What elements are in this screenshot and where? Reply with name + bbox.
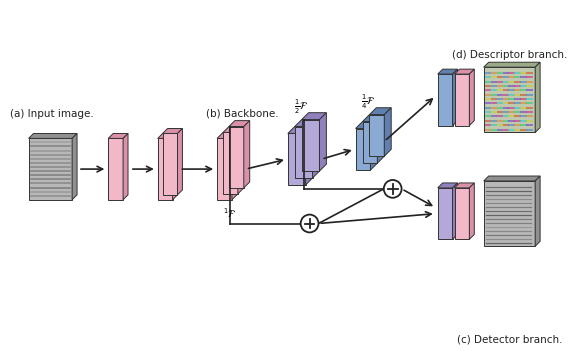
Polygon shape — [377, 115, 385, 163]
Polygon shape — [108, 133, 128, 138]
Polygon shape — [232, 132, 238, 200]
Bar — [295, 126, 313, 178]
Circle shape — [300, 215, 319, 233]
Polygon shape — [302, 113, 326, 120]
Bar — [217, 138, 232, 200]
Polygon shape — [306, 126, 313, 185]
Text: $\frac{1}{2}\mathcal{F}$: $\frac{1}{2}\mathcal{F}$ — [295, 97, 309, 116]
Polygon shape — [229, 121, 250, 126]
Polygon shape — [223, 126, 244, 132]
Polygon shape — [72, 133, 77, 200]
Text: $^1\mathcal{F}$: $^1\mathcal{F}$ — [223, 207, 236, 221]
Bar — [29, 138, 72, 200]
Polygon shape — [123, 133, 128, 200]
Text: (b) Backbone.: (b) Backbone. — [206, 109, 279, 119]
Bar — [369, 115, 385, 156]
Polygon shape — [437, 69, 457, 74]
Bar — [108, 138, 123, 200]
Bar — [455, 188, 469, 239]
Polygon shape — [535, 62, 540, 132]
Bar — [158, 138, 172, 200]
Text: (d) Descriptor branch.: (d) Descriptor branch. — [452, 50, 567, 60]
Text: $\frac{1}{4}\mathcal{F}$: $\frac{1}{4}\mathcal{F}$ — [360, 92, 375, 111]
Polygon shape — [319, 113, 326, 171]
Bar — [229, 126, 244, 188]
Polygon shape — [370, 121, 377, 170]
Polygon shape — [238, 126, 244, 194]
Bar — [223, 132, 238, 194]
Polygon shape — [453, 183, 457, 239]
Polygon shape — [484, 176, 540, 181]
Bar — [302, 120, 319, 171]
Polygon shape — [437, 183, 457, 188]
Circle shape — [384, 180, 402, 198]
Bar — [437, 74, 453, 126]
Polygon shape — [455, 69, 475, 74]
Polygon shape — [453, 69, 457, 126]
Polygon shape — [313, 120, 319, 178]
Polygon shape — [172, 133, 178, 200]
Bar — [484, 181, 535, 246]
Bar — [484, 67, 535, 132]
Bar — [356, 129, 370, 170]
Text: (a) Input image.: (a) Input image. — [11, 109, 94, 119]
Polygon shape — [217, 132, 238, 138]
Bar — [288, 133, 306, 185]
Polygon shape — [163, 129, 182, 133]
Polygon shape — [363, 115, 385, 121]
Polygon shape — [385, 108, 391, 156]
Polygon shape — [356, 121, 377, 129]
Polygon shape — [455, 183, 475, 188]
Polygon shape — [369, 108, 391, 115]
Bar — [437, 188, 453, 239]
Bar — [363, 121, 377, 163]
Polygon shape — [469, 69, 475, 126]
Polygon shape — [244, 121, 250, 188]
Polygon shape — [288, 126, 313, 133]
Polygon shape — [29, 133, 77, 138]
Bar — [455, 74, 469, 126]
Polygon shape — [178, 129, 182, 195]
Polygon shape — [295, 120, 319, 126]
Polygon shape — [469, 183, 475, 239]
Bar — [163, 133, 178, 195]
Polygon shape — [484, 62, 540, 67]
Polygon shape — [158, 133, 178, 138]
Polygon shape — [535, 176, 540, 246]
Text: (c) Detector branch.: (c) Detector branch. — [457, 334, 562, 344]
